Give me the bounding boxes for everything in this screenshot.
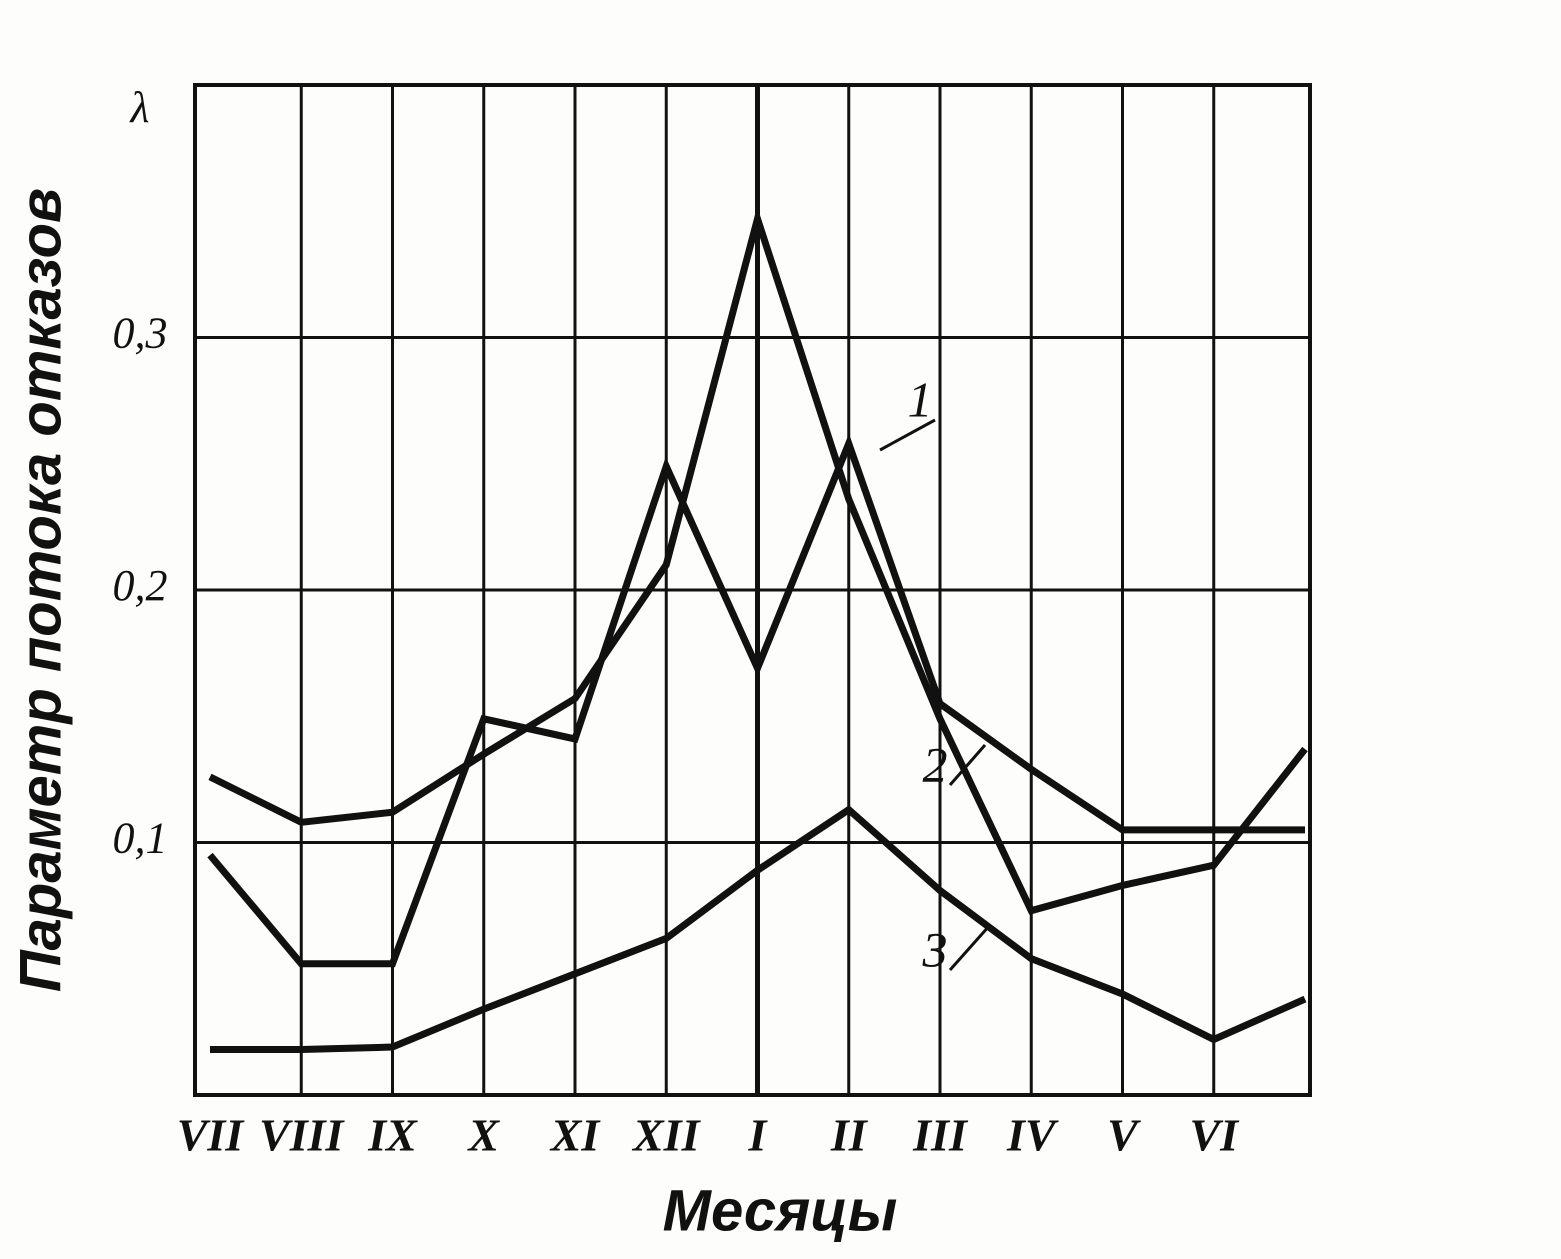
x-tick-label: VI: [1189, 1110, 1240, 1161]
label-leader: [879, 418, 936, 452]
x-tick-label: V: [1107, 1110, 1141, 1161]
x-tick-label: X: [466, 1110, 500, 1161]
x-tick-label: IX: [367, 1110, 418, 1161]
x-tick-label: XII: [631, 1110, 702, 1161]
curve-label: 2: [923, 736, 948, 792]
label-leader: [948, 924, 992, 971]
series-line: [210, 805, 1307, 1054]
label-leader: [948, 744, 987, 786]
y-tick-label: 0,1: [113, 814, 168, 863]
x-tick-label: VII: [177, 1110, 246, 1161]
x-tick-label: II: [830, 1110, 869, 1161]
y-tick-label: 0,2: [113, 561, 168, 610]
x-axis-title: Месяцы: [663, 1178, 898, 1243]
y-symbol: λ: [128, 83, 149, 132]
series-line: [207, 433, 1305, 968]
x-tick-label: III: [912, 1110, 969, 1161]
series-line: [208, 206, 1308, 915]
y-axis-title: Параметр потока отказов: [8, 188, 73, 992]
x-tick-label: I: [748, 1110, 769, 1161]
y-tick-label: 0,3: [113, 309, 168, 358]
x-tick-label: IV: [1006, 1110, 1059, 1161]
x-tick-label: VIII: [259, 1110, 345, 1161]
curve-label: 3: [922, 921, 948, 977]
x-tick-label: XI: [549, 1110, 602, 1161]
curve-label: 1: [908, 371, 933, 427]
